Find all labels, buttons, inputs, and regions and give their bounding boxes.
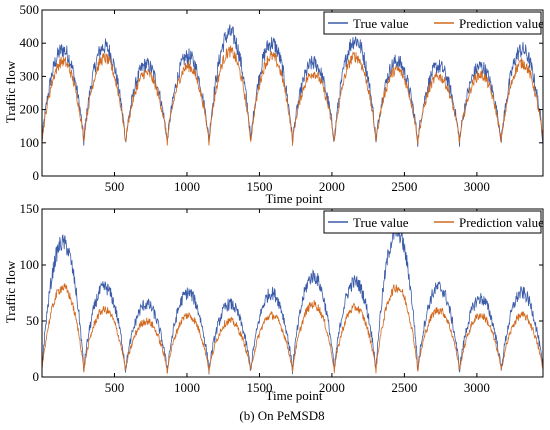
series-line-prediction-value — [42, 45, 543, 146]
x-tick-label: 2500 — [391, 179, 417, 194]
y-tick-label: 500 — [20, 2, 40, 17]
x-tick-label: 3000 — [464, 179, 490, 194]
plot-frame — [41, 9, 544, 177]
panel-bottom-chart: Traffic flow Time point 500 1000 1500 2000 2… — [3, 201, 544, 403]
y-tick-label: 400 — [20, 35, 40, 50]
y-tick-label: 150 — [20, 201, 40, 216]
x-tick-label: 500 — [105, 179, 125, 194]
y-axis-label: Traffic flow — [3, 260, 18, 323]
x-tick-label: 2000 — [319, 380, 345, 395]
x-tick-label: 1000 — [174, 179, 200, 194]
x-axis-label: Time point — [266, 191, 323, 206]
series-line-prediction-value — [42, 283, 543, 374]
x-tick-label: 1500 — [246, 380, 272, 395]
y-tick-label: 100 — [20, 135, 40, 150]
y-tick-label: 50 — [26, 313, 39, 328]
x-tick-label: 3000 — [464, 380, 490, 395]
legend-label: True value — [353, 215, 409, 230]
x-tick-label: 500 — [105, 380, 125, 395]
y-tick-label: 100 — [20, 257, 40, 272]
y-tick-label: 0 — [33, 168, 40, 183]
legend-label: Prediction value — [459, 215, 544, 230]
legend: True value Prediction value — [323, 210, 544, 234]
panel-top-chart: Traffic flow Time point 500 1000 1500 2000 2… — [3, 2, 544, 206]
figure-caption: (b) On PeMSD8 — [239, 408, 324, 423]
legend: True value Prediction value — [323, 11, 544, 35]
plot-frame — [41, 208, 544, 378]
legend-label: True value — [353, 16, 409, 31]
y-tick-label: 0 — [33, 369, 40, 384]
legend-box — [323, 11, 542, 35]
series-line-true-value — [42, 223, 543, 375]
legend-label: Prediction value — [459, 16, 544, 31]
x-tick-label: 2000 — [319, 179, 345, 194]
series-line-true-value — [42, 24, 543, 147]
legend-box — [323, 210, 542, 234]
y-axis-label: Traffic flow — [3, 60, 18, 123]
x-tick-label: 1000 — [174, 380, 200, 395]
x-tick-label: 2500 — [391, 380, 417, 395]
y-tick-label: 300 — [20, 68, 40, 83]
y-tick-label: 200 — [20, 102, 40, 117]
x-axis-label: Time point — [266, 388, 323, 403]
x-tick-label: 1500 — [246, 179, 272, 194]
